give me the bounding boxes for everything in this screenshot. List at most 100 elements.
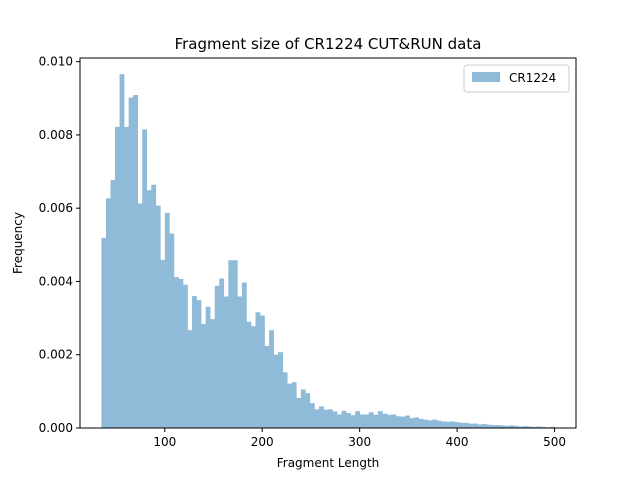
histogram-bar — [309, 403, 315, 428]
histogram-bar — [468, 423, 474, 428]
legend-swatch — [472, 72, 500, 82]
histogram-bar — [169, 233, 175, 428]
histogram-bar — [427, 420, 433, 428]
histogram-bar — [513, 425, 519, 428]
histogram-bar — [382, 413, 388, 428]
histogram-bar — [486, 424, 492, 428]
y-tick-label: 0.000 — [39, 421, 73, 435]
histogram-bar — [445, 421, 451, 428]
histogram-bar — [522, 426, 528, 428]
histogram-bar — [436, 420, 442, 428]
legend: CR1224 — [463, 64, 570, 93]
y-tick-label: 0.008 — [39, 128, 73, 142]
histogram-bar — [219, 278, 225, 428]
histogram-bar — [346, 412, 351, 428]
histogram-bar — [477, 424, 483, 428]
y-tick-label: 0.006 — [39, 201, 73, 215]
histogram-bar — [273, 354, 279, 428]
histogram-bar — [214, 285, 220, 428]
histogram-bar — [495, 425, 501, 428]
histogram-bar — [237, 296, 243, 428]
histogram-bar — [318, 406, 324, 428]
histogram-bar — [124, 126, 129, 429]
histogram-bar — [164, 212, 170, 428]
histogram-bar — [255, 312, 261, 428]
histogram-bar — [395, 416, 401, 428]
histogram-bar — [504, 425, 510, 428]
histogram-bar — [359, 414, 365, 428]
histogram-bar — [355, 411, 361, 428]
histogram-bar — [377, 411, 383, 428]
histogram-bar — [423, 419, 428, 428]
histogram-bar — [454, 422, 460, 428]
histogram-bar — [110, 179, 116, 428]
histogram-bar — [300, 389, 306, 428]
histogram-bar — [409, 418, 415, 428]
histogram-bar — [115, 126, 120, 429]
histogram-bar — [250, 326, 256, 428]
x-tick-label: 200 — [251, 435, 274, 449]
chart-title: Fragment size of CR1224 CUT&RUN data — [175, 35, 482, 53]
histogram-bar — [531, 426, 537, 428]
histogram-bar — [173, 277, 179, 428]
histogram-bar — [500, 425, 506, 428]
histogram-bar — [337, 414, 342, 428]
histogram-bar — [373, 414, 379, 428]
x-tick-label: 300 — [348, 435, 371, 449]
histogram-bar — [368, 412, 374, 428]
histogram-bar — [260, 315, 265, 428]
histogram-bar — [536, 426, 542, 428]
histogram-bar — [287, 383, 293, 428]
histogram-bar — [146, 190, 152, 428]
histogram-bar — [196, 300, 202, 428]
histogram-bar — [269, 330, 274, 428]
histogram-bar — [328, 409, 333, 428]
histogram-bar — [341, 410, 347, 428]
histogram-bar — [540, 426, 546, 428]
y-tick-label: 0.010 — [39, 55, 73, 69]
histogram-bar — [509, 425, 515, 428]
histogram-bar — [246, 321, 252, 428]
legend-box — [463, 64, 570, 93]
histogram-bar — [201, 323, 206, 428]
legend-label: CR1224 — [509, 71, 556, 85]
histogram-bar — [264, 345, 270, 428]
histogram-bar — [432, 419, 438, 428]
histogram-bar — [105, 198, 111, 428]
plot-frame — [79, 57, 577, 429]
histogram-bar — [441, 421, 447, 428]
histogram-bar — [323, 409, 329, 428]
y-tick-label: 0.002 — [39, 348, 73, 362]
histogram-bar — [183, 284, 188, 428]
x-tick-label: 400 — [446, 435, 469, 449]
histogram-bar — [278, 352, 283, 428]
histogram-bar — [463, 422, 469, 428]
histogram-bar — [205, 306, 211, 428]
histogram-bar — [192, 296, 197, 428]
histogram-bar — [550, 426, 555, 428]
histogram-bar — [391, 414, 397, 428]
histogram-bar — [101, 237, 107, 428]
histogram-bar — [527, 426, 533, 428]
histogram-bar — [305, 393, 311, 428]
y-axis-label: Frequency — [11, 212, 25, 274]
histogram-bar — [482, 423, 487, 428]
histogram-bar — [386, 414, 392, 428]
x-axis: 100 200 300 400 500 — [153, 428, 566, 449]
histogram-bar — [178, 278, 184, 428]
y-tick-label: 0.004 — [39, 274, 73, 288]
x-tick-label: 100 — [153, 435, 176, 449]
histogram-bar — [151, 184, 157, 428]
histogram-bar — [414, 417, 419, 428]
histogram-bar — [491, 425, 496, 428]
histogram-bar — [133, 95, 138, 428]
histogram-bar — [291, 382, 297, 428]
x-axis-label: Fragment Length — [277, 456, 380, 470]
histogram-bar — [137, 203, 143, 428]
histogram-bar — [332, 411, 338, 428]
histogram-bar — [364, 414, 370, 428]
histogram-bar — [142, 129, 148, 428]
histogram-bar — [296, 397, 302, 428]
